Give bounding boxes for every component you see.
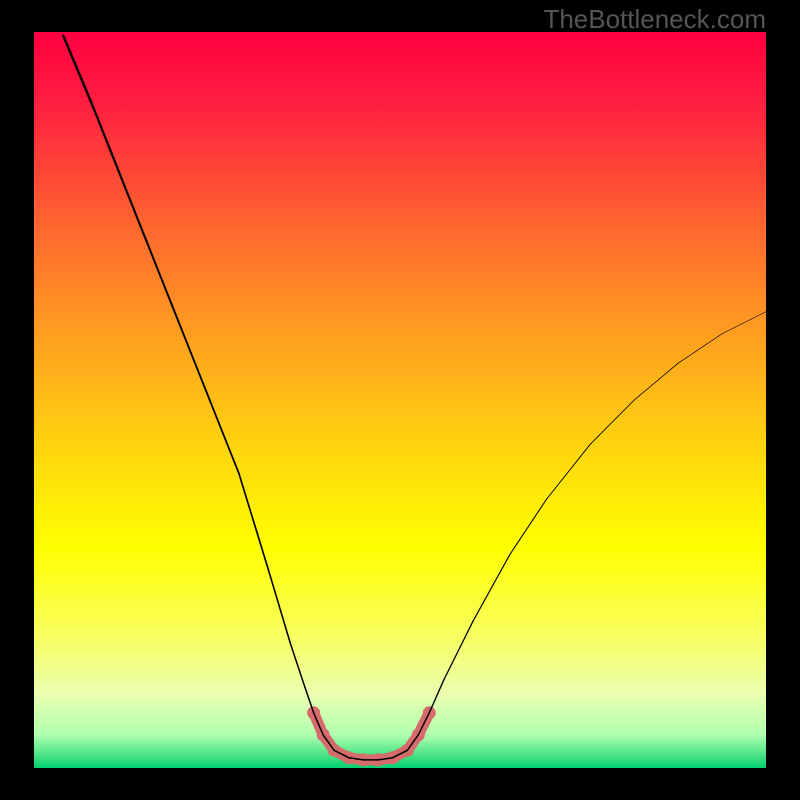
bottleneck-chart xyxy=(0,0,800,800)
watermark-text: TheBottleneck.com xyxy=(543,4,766,35)
chart-root: TheBottleneck.com xyxy=(0,0,800,800)
plot-background xyxy=(34,32,766,768)
